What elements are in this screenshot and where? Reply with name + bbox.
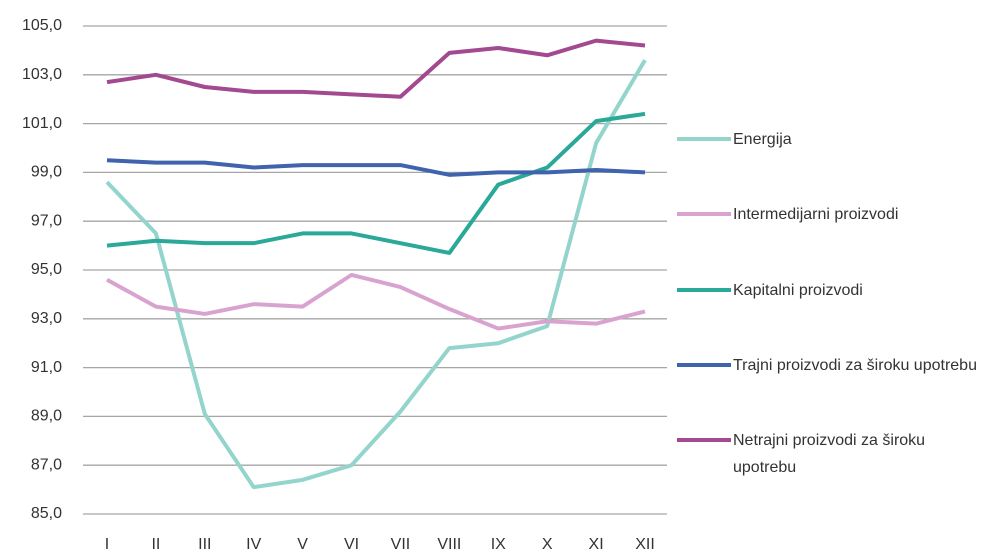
x-tick-label: XI [589, 536, 604, 552]
x-tick-label: III [198, 536, 211, 552]
y-tick-label: 91,0 [31, 359, 62, 376]
y-tick-label: 97,0 [31, 212, 62, 229]
legend-label: Intermedijarni proizvodi [733, 205, 899, 223]
legend-label: Trajni proizvodi za široku upotrebu [733, 356, 977, 374]
legend-label: Kapitalni proizvodi [733, 281, 863, 299]
y-tick-label: 87,0 [31, 456, 62, 473]
series-line [106, 111, 646, 255]
x-tick-label: IX [491, 536, 506, 552]
x-tick-label: II [151, 536, 160, 552]
x-tick-label: VII [391, 536, 411, 552]
y-tick-label: 99,0 [31, 164, 62, 181]
y-tick-label: 101,0 [22, 115, 62, 132]
x-tick-label: I [105, 536, 109, 552]
series-line [106, 38, 646, 99]
legend-label: Netrajni proizvodi za široku upotrebu [733, 431, 926, 476]
x-tick-label: XII [635, 536, 655, 552]
x-tick-label: VI [344, 536, 359, 552]
x-tick-label: V [297, 536, 308, 552]
series-line [105, 59, 647, 490]
x-tick-label: IV [246, 536, 261, 552]
y-tick-label: 93,0 [31, 310, 62, 327]
y-tick-label: 89,0 [31, 408, 62, 425]
x-tick-label: VIII [437, 536, 461, 552]
legend-label: Energija [733, 130, 792, 148]
series-line [106, 272, 646, 331]
series-line [106, 158, 646, 177]
y-tick-label: 85,0 [31, 505, 62, 522]
y-tick-label: 95,0 [31, 261, 62, 278]
x-tick-label: X [542, 536, 553, 552]
y-tick-label: 105,0 [22, 17, 62, 34]
y-tick-label: 103,0 [22, 66, 62, 83]
